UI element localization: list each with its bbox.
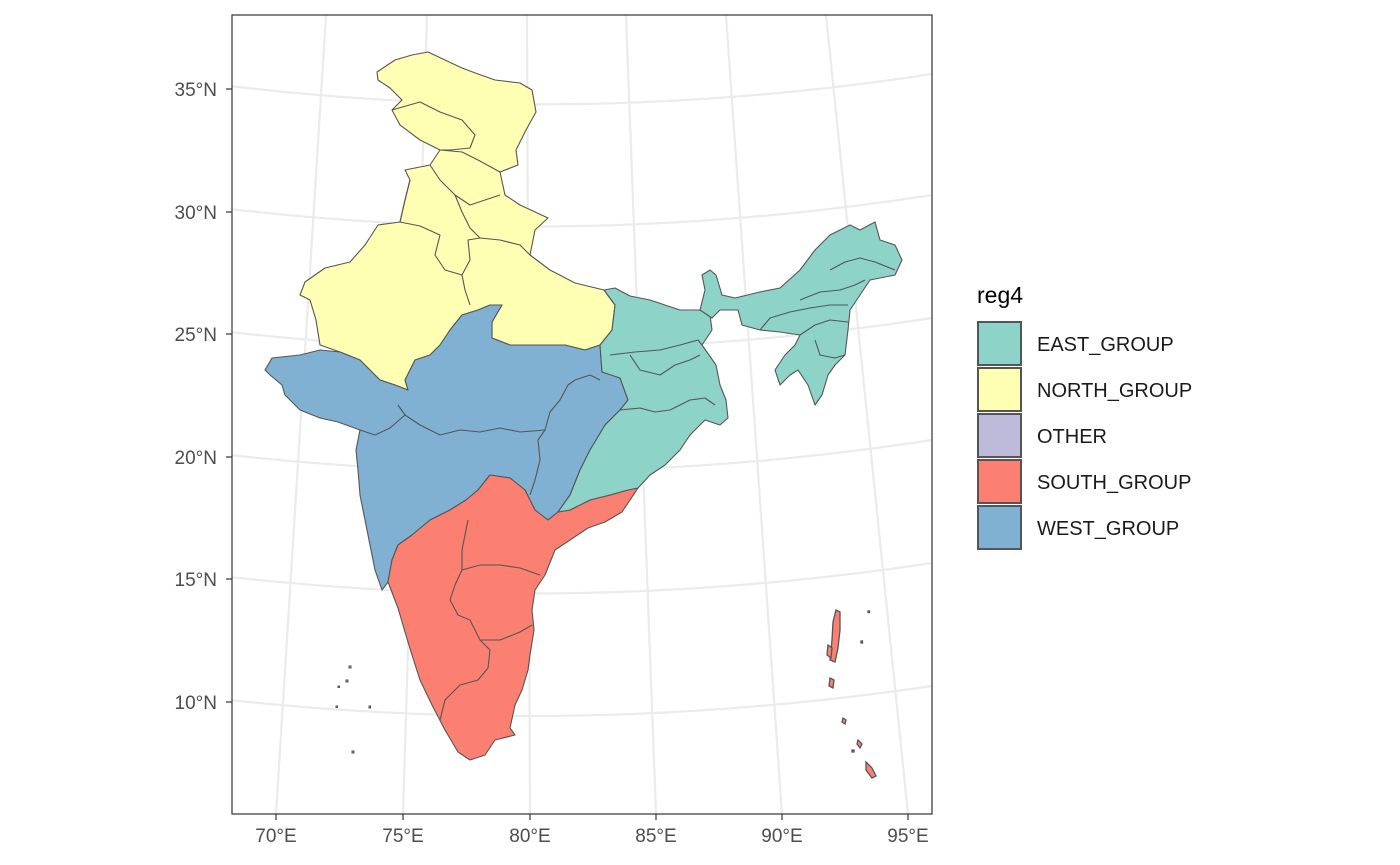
legend-swatch <box>977 367 1022 412</box>
legend-item-other: OTHER <box>977 413 1107 458</box>
andaman-nicobar-islands <box>826 609 877 779</box>
legend-swatch <box>977 413 1022 458</box>
x-tick-label: 90°E <box>761 826 802 847</box>
y-axis: 35°N 30°N 25°N 20°N 15°N 10°N <box>175 80 232 714</box>
y-tick-label: 20°N <box>175 448 217 469</box>
legend-item-north: NORTH_GROUP <box>977 367 1192 412</box>
y-tick-label: 35°N <box>175 80 217 101</box>
lakshadweep-islands <box>335 665 371 754</box>
y-tick-label: 10°N <box>175 693 217 714</box>
x-tick-label: 85°E <box>635 826 676 847</box>
legend-swatch <box>977 505 1022 550</box>
y-tick-label: 30°N <box>175 203 217 224</box>
legend-title: reg4 <box>977 282 1023 308</box>
legend-swatch <box>977 459 1022 504</box>
y-tick-label: 15°N <box>175 570 217 591</box>
x-tick-label: 70°E <box>255 826 296 847</box>
legend-item-label: NORTH_GROUP <box>1037 380 1192 402</box>
south-group-region <box>387 474 639 761</box>
legend: reg4 EAST_GROUP NORTH_GROUP OTHER SOUTH_… <box>977 282 1192 550</box>
legend-item-label: SOUTH_GROUP <box>1037 472 1191 494</box>
region-shapes <box>264 51 903 779</box>
legend-item-label: EAST_GROUP <box>1037 334 1174 356</box>
legend-item-south: SOUTH_GROUP <box>977 459 1191 504</box>
legend-swatch <box>977 321 1022 366</box>
state-borders <box>359 101 896 721</box>
x-axis: 70°E 75°E 80°E 85°E 90°E 95°E <box>255 814 929 847</box>
northeast-region <box>699 221 903 406</box>
y-tick-label: 25°N <box>175 325 217 346</box>
legend-item-label: OTHER <box>1037 426 1107 448</box>
panel-border <box>231 14 933 815</box>
x-tick-label: 75°E <box>382 826 423 847</box>
legend-item-label: WEST_GROUP <box>1037 518 1179 540</box>
x-tick-label: 95°E <box>887 826 928 847</box>
legend-item-west: WEST_GROUP <box>977 505 1179 550</box>
x-tick-label: 80°E <box>509 826 550 847</box>
legend-item-east: EAST_GROUP <box>977 321 1174 366</box>
